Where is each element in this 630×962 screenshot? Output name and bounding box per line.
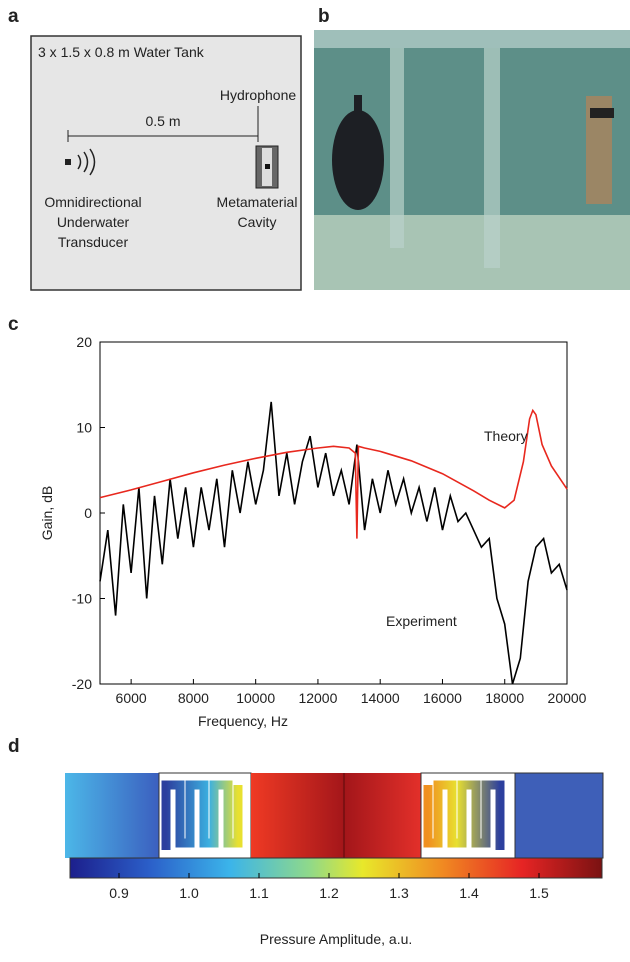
colorbar-label: Pressure Amplitude, a.u.	[260, 931, 413, 947]
series-label: Theory	[484, 428, 528, 444]
x-tick-label: 16000	[423, 690, 462, 706]
y-tick-label: -10	[72, 591, 92, 607]
x-axis-label: Frequency, Hz	[198, 713, 288, 729]
x-tick-label: 20000	[548, 690, 587, 706]
x-tick-label: 14000	[361, 690, 400, 706]
tank-label: 3 x 1.5 x 0.8 m Water Tank	[38, 44, 205, 60]
transducer-icon	[65, 159, 71, 165]
tank-photo	[314, 30, 630, 290]
distance-label: 0.5 m	[145, 113, 180, 129]
colorbar-tick-label: 1.1	[249, 885, 269, 901]
series-line	[99, 408, 568, 539]
panel-label: c	[8, 314, 19, 335]
hydrophone-label: Hydrophone	[220, 87, 296, 103]
colorbar-tick-label: 1.0	[179, 885, 199, 901]
y-tick-label: -20	[72, 676, 92, 692]
y-tick-label: 20	[76, 334, 92, 350]
x-tick-label: 18000	[485, 690, 524, 706]
panel-label: b	[318, 6, 330, 27]
series-label: Experiment	[386, 613, 457, 629]
plot-frame	[99, 341, 568, 685]
transducer-label: Omnidirectional	[44, 194, 141, 210]
cavity-label: Metamaterial	[217, 194, 298, 210]
y-tick-label: 0	[84, 505, 92, 521]
series-line	[99, 401, 568, 685]
cavity-field	[65, 772, 604, 859]
transducer-label: Transducer	[58, 234, 129, 250]
x-tick-label: 6000	[116, 690, 147, 706]
x-tick-label: 10000	[236, 690, 275, 706]
y-tick-label: 10	[76, 420, 92, 436]
x-tick-label: 12000	[298, 690, 337, 706]
colorbar-tick-label: 1.4	[459, 885, 479, 901]
colorbar-tick-label: 1.2	[319, 885, 339, 901]
colorbar-tick-label: 1.5	[529, 885, 549, 901]
panel-label: a	[8, 6, 19, 27]
y-axis-label: Gain, dB	[39, 486, 55, 540]
x-tick-label: 8000	[178, 690, 209, 706]
colorbar-tick-label: 0.9	[109, 885, 129, 901]
colorbar	[69, 857, 603, 879]
colorbar-tick-label: 1.3	[389, 885, 409, 901]
transducer-label: Underwater	[57, 214, 130, 230]
panel-label: d	[8, 736, 20, 757]
cavity-label: Cavity	[238, 214, 277, 230]
